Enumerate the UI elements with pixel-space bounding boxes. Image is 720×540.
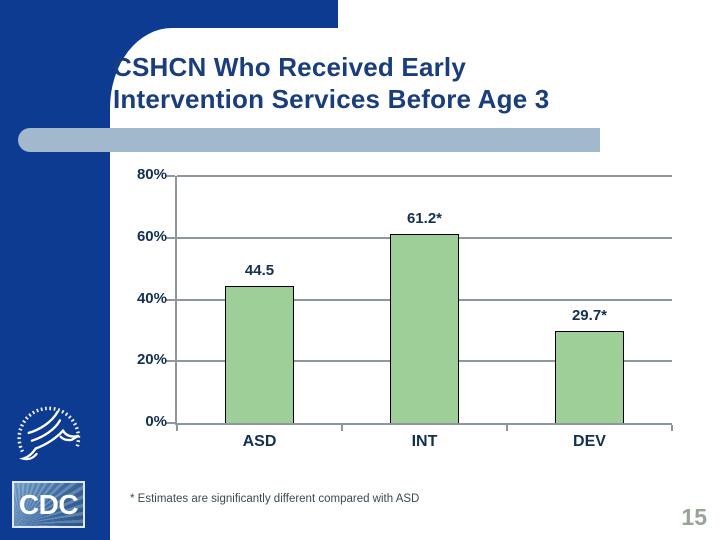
bar-dev	[555, 331, 624, 423]
bar-chart: 80% 60% 40% 20% 0% 44.5 ASD 61.2* INT 29.7* DEV	[137, 166, 673, 450]
x-axis-tick	[176, 425, 178, 431]
y-axis-label: 0%	[145, 413, 167, 430]
y-axis-label: 60%	[136, 227, 167, 245]
y-axis-tick	[166, 422, 175, 424]
y-axis-tick	[166, 298, 175, 301]
y-axis-tick	[166, 236, 175, 239]
bar-value-label-int: 61.2*	[406, 210, 443, 228]
x-axis-tick	[506, 425, 508, 431]
x-axis-tick	[341, 425, 343, 431]
slide-title-line1: CSHCN Who Received Early	[113, 52, 467, 82]
cdc-logo-text: CDC	[18, 488, 79, 520]
title-underline-bar	[18, 128, 600, 152]
top-blue-band	[0, 0, 338, 28]
bar-asd	[225, 285, 294, 423]
slide-title-line2: Intervention Services Before Age 3	[113, 84, 550, 114]
page-number: 15	[681, 504, 707, 530]
bar-int	[390, 234, 459, 423]
y-axis-tick	[166, 175, 175, 177]
left-blue-band	[0, 0, 110, 540]
y-axis-label: 80%	[136, 166, 167, 183]
y-axis-label: 20%	[136, 351, 167, 369]
y-axis-label: 40%	[136, 289, 167, 307]
category-label-asd: ASD	[242, 433, 277, 450]
category-label-dev: DEV	[573, 433, 606, 450]
slide-title: CSHCN Who Received Early Intervention Se…	[113, 51, 693, 115]
y-axis-tick	[166, 360, 175, 363]
cdc-logo: CDC	[12, 481, 85, 528]
hhs-eagle-seal-icon	[17, 406, 81, 461]
gridline-80	[177, 175, 672, 177]
bar-value-label-asd: 44.5	[244, 261, 275, 279]
x-axis-tick	[671, 425, 673, 431]
bar-value-label-dev: 29.7*	[571, 307, 608, 325]
category-label-int: INT	[411, 433, 438, 450]
footnote: * Estimates are significantly different …	[130, 493, 420, 505]
